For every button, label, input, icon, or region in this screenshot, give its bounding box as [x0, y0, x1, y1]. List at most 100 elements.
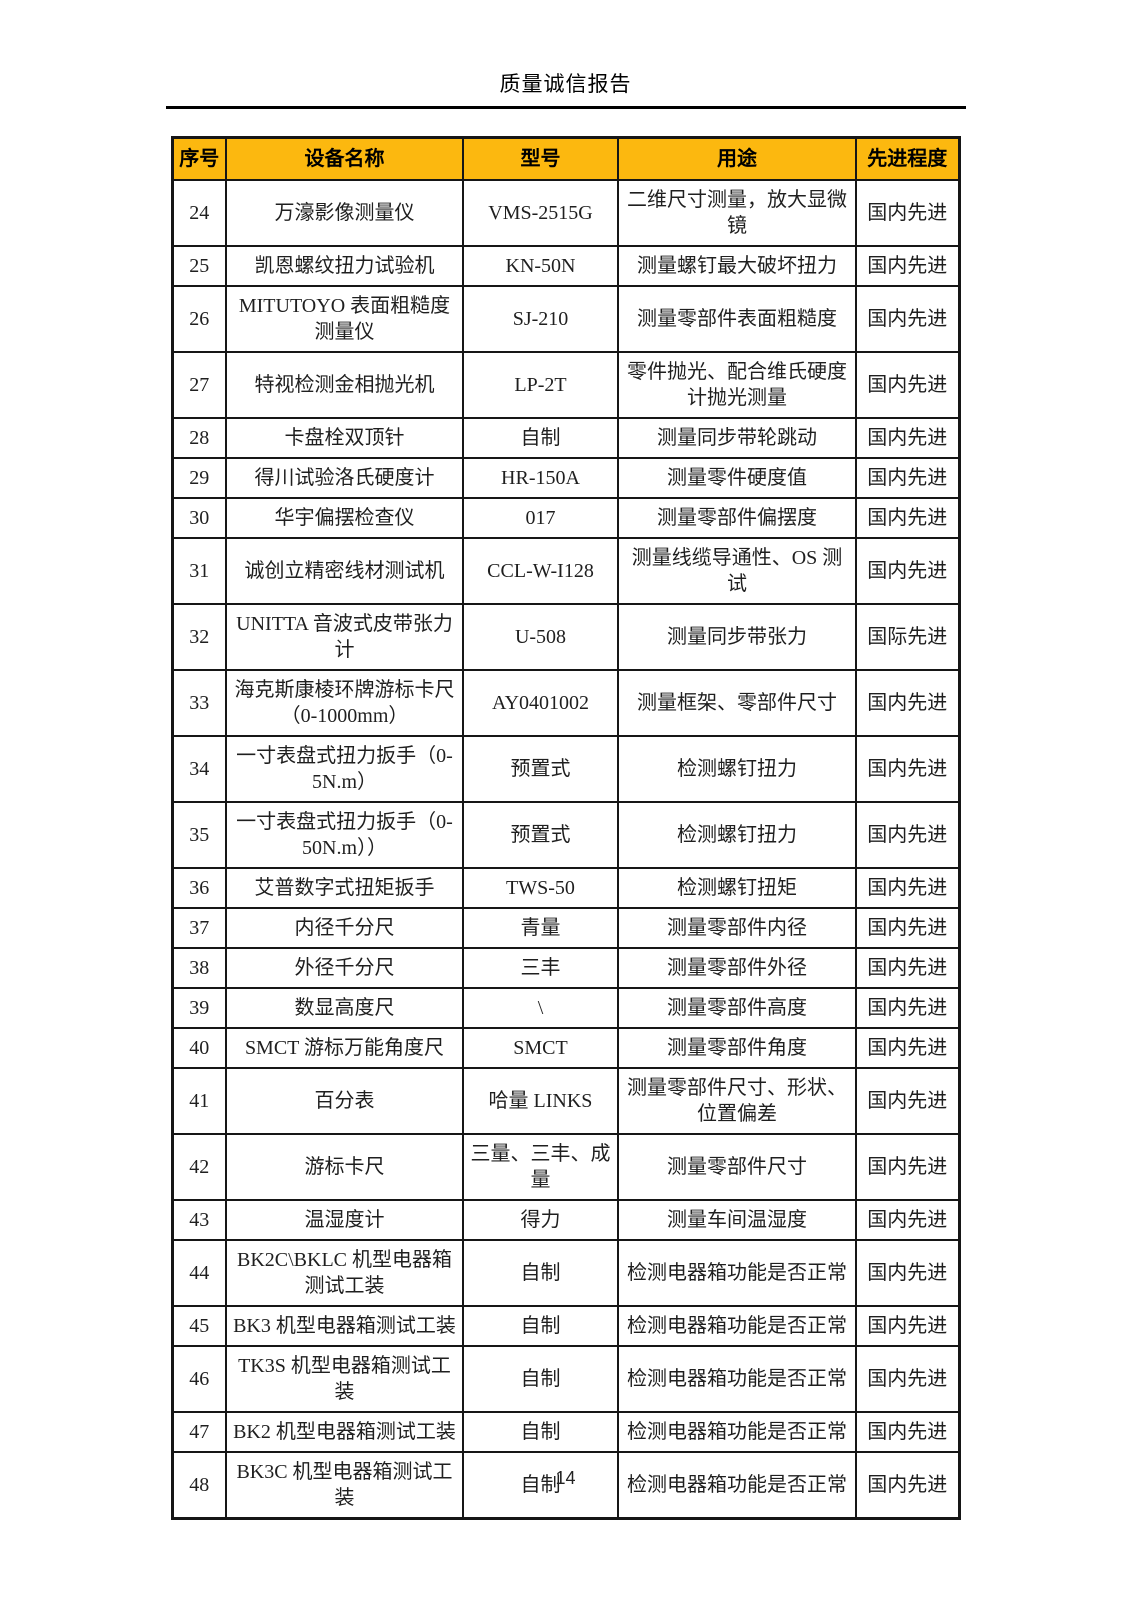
- page-number: 14: [555, 1468, 576, 1488]
- table-row: 40 SMCT 游标万能角度尺 SMCT 测量零部件角度 国内先进: [171, 1027, 960, 1069]
- cell-level: 国内先进: [855, 1027, 960, 1069]
- cell-purpose: 检测螺钉扭矩: [617, 867, 857, 909]
- cell-level: 国内先进: [855, 801, 960, 869]
- cell-model: 哈量 LINKS: [462, 1067, 619, 1135]
- cell-no: 29: [171, 457, 227, 499]
- cell-model: HR-150A: [462, 457, 619, 499]
- cell-purpose: 测量框架、零部件尺寸: [617, 669, 857, 737]
- cell-model: 青量: [462, 907, 619, 949]
- cell-name: 凯恩螺纹扭力试验机: [225, 245, 464, 287]
- table-row: 29 得川试验洛氏硬度计 HR-150A 测量零件硬度值 国内先进: [171, 457, 960, 499]
- cell-name: 一寸表盘式扭力扳手（0-5N.m）: [225, 735, 464, 803]
- cell-no: 25: [171, 245, 227, 287]
- table-header-row: 序号 设备名称 型号 用途 先进程度: [171, 136, 960, 181]
- table-row: 34 一寸表盘式扭力扳手（0-5N.m） 预置式 检测螺钉扭力 国内先进: [171, 735, 960, 803]
- table-row: 48 BK3C 机型电器箱测试工装 自制 检测电器箱功能是否正常 国内先进: [171, 1451, 960, 1520]
- col-header-name: 设备名称: [225, 136, 464, 181]
- cell-level: 国内先进: [855, 537, 960, 605]
- cell-name: 华宇偏摆检查仪: [225, 497, 464, 539]
- col-header-model: 型号: [462, 136, 619, 181]
- cell-no: 37: [171, 907, 227, 949]
- table-head: 序号 设备名称 型号 用途 先进程度: [171, 136, 960, 181]
- cell-model: 自制: [462, 1305, 619, 1347]
- cell-model: U-508: [462, 603, 619, 671]
- cell-level: 国内先进: [855, 417, 960, 459]
- cell-level: 国内先进: [855, 987, 960, 1029]
- table-row: 35 一寸表盘式扭力扳手（0-50N.m）） 预置式 检测螺钉扭力 国内先进: [171, 801, 960, 869]
- cell-no: 32: [171, 603, 227, 671]
- cell-level: 国内先进: [855, 867, 960, 909]
- cell-purpose: 检测电器箱功能是否正常: [617, 1239, 857, 1307]
- table-row: 41 百分表 哈量 LINKS 测量零部件尺寸、形状、位置偏差 国内先进: [171, 1067, 960, 1135]
- cell-model: KN-50N: [462, 245, 619, 287]
- cell-purpose: 测量车间温湿度: [617, 1199, 857, 1241]
- table-row: 39 数显高度尺 \ 测量零部件高度 国内先进: [171, 987, 960, 1029]
- cell-model: CCL-W-I128: [462, 537, 619, 605]
- table-row: 37 内径千分尺 青量 测量零部件内径 国内先进: [171, 907, 960, 949]
- cell-level: 国内先进: [855, 179, 960, 247]
- table-row: 33 海克斯康棱环牌游标卡尺（0-1000mm） AY0401002 测量框架、零部件…: [171, 669, 960, 737]
- table-row: 46 TK3S 机型电器箱测试工装 自制 检测电器箱功能是否正常 国内先进: [171, 1345, 960, 1413]
- cell-purpose: 测量零件硬度值: [617, 457, 857, 499]
- table-row: 24 万濠影像测量仪 VMS-2515G 二维尺寸测量，放大显微镜 国内先进: [171, 179, 960, 247]
- cell-name: 诚创立精密线材测试机: [225, 537, 464, 605]
- table-row: 45 BK3 机型电器箱测试工装 自制 检测电器箱功能是否正常 国内先进: [171, 1305, 960, 1347]
- cell-level: 国内先进: [855, 1239, 960, 1307]
- cell-model: 017: [462, 497, 619, 539]
- cell-model: 三丰: [462, 947, 619, 989]
- cell-name: BK2 机型电器箱测试工装: [225, 1411, 464, 1453]
- cell-purpose: 检测螺钉扭力: [617, 735, 857, 803]
- cell-level: 国内先进: [855, 947, 960, 989]
- cell-name: 游标卡尺: [225, 1133, 464, 1201]
- title-divider: [165, 106, 966, 109]
- cell-purpose: 检测电器箱功能是否正常: [617, 1305, 857, 1347]
- cell-level: 国内先进: [855, 1305, 960, 1347]
- cell-no: 34: [171, 735, 227, 803]
- col-header-level: 先进程度: [855, 136, 960, 181]
- cell-no: 48: [171, 1451, 227, 1520]
- cell-name: 万濠影像测量仪: [225, 179, 464, 247]
- cell-purpose: 检测电器箱功能是否正常: [617, 1451, 857, 1520]
- cell-model: 自制: [462, 1239, 619, 1307]
- cell-purpose: 测量线缆导通性、OS 测试: [617, 537, 857, 605]
- cell-model: AY0401002: [462, 669, 619, 737]
- document-header: 质量诚信报告: [165, 0, 966, 109]
- cell-no: 27: [171, 351, 227, 419]
- table-row: 38 外径千分尺 三丰 测量零部件外径 国内先进: [171, 947, 960, 989]
- cell-name: 得川试验洛氏硬度计: [225, 457, 464, 499]
- cell-level: 国内先进: [855, 245, 960, 287]
- cell-no: 26: [171, 285, 227, 353]
- cell-model: SJ-210: [462, 285, 619, 353]
- cell-purpose: 测量零部件尺寸: [617, 1133, 857, 1201]
- cell-name: TK3S 机型电器箱测试工装: [225, 1345, 464, 1413]
- cell-name: 温湿度计: [225, 1199, 464, 1241]
- cell-model: 预置式: [462, 735, 619, 803]
- cell-level: 国际先进: [855, 603, 960, 671]
- cell-name: 一寸表盘式扭力扳手（0-50N.m））: [225, 801, 464, 869]
- cell-level: 国内先进: [855, 1411, 960, 1453]
- cell-purpose: 测量零部件高度: [617, 987, 857, 1029]
- cell-no: 28: [171, 417, 227, 459]
- table-row: 25 凯恩螺纹扭力试验机 KN-50N 测量螺钉最大破坏扭力 国内先进: [171, 245, 960, 287]
- table-body: 24 万濠影像测量仪 VMS-2515G 二维尺寸测量，放大显微镜 国内先进 25 凯恩螺纹…: [171, 179, 960, 1520]
- cell-no: 44: [171, 1239, 227, 1307]
- cell-level: 国内先进: [855, 1133, 960, 1201]
- cell-no: 24: [171, 179, 227, 247]
- cell-name: SMCT 游标万能角度尺: [225, 1027, 464, 1069]
- table-row: 36 艾普数字式扭矩扳手 TWS-50 检测螺钉扭矩 国内先进: [171, 867, 960, 909]
- cell-name: 海克斯康棱环牌游标卡尺（0-1000mm）: [225, 669, 464, 737]
- cell-level: 国内先进: [855, 1451, 960, 1520]
- cell-name: UNITTA 音波式皮带张力计: [225, 603, 464, 671]
- cell-no: 40: [171, 1027, 227, 1069]
- cell-no: 36: [171, 867, 227, 909]
- cell-purpose: 测量零部件外径: [617, 947, 857, 989]
- cell-purpose: 测量同步带轮跳动: [617, 417, 857, 459]
- cell-model: 自制: [462, 417, 619, 459]
- table-row: 27 特视检测金相抛光机 LP-2T 零件抛光、配合维氏硬度计抛光测量 国内先进: [171, 351, 960, 419]
- cell-purpose: 测量螺钉最大破坏扭力: [617, 245, 857, 287]
- page-title: 质量诚信报告: [499, 72, 632, 96]
- table-row: 31 诚创立精密线材测试机 CCL-W-I128 测量线缆导通性、OS 测试 国内先进: [171, 537, 960, 605]
- cell-no: 47: [171, 1411, 227, 1453]
- table-row: 28 卡盘栓双顶针 自制 测量同步带轮跳动 国内先进: [171, 417, 960, 459]
- cell-level: 国内先进: [855, 457, 960, 499]
